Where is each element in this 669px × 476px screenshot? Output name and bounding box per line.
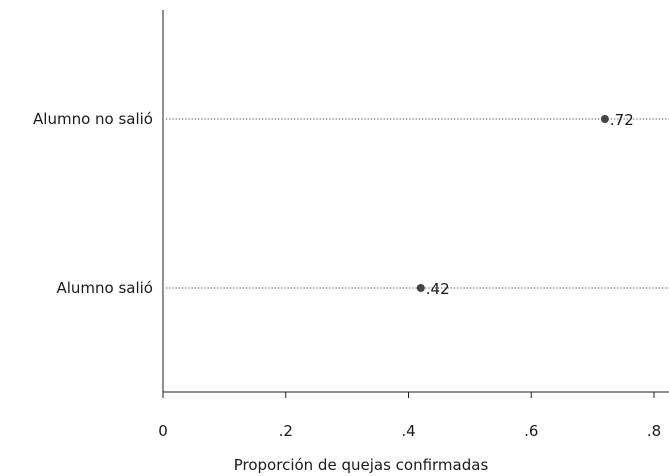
category-label: Alumno salió [56,279,153,297]
x-tick-label: .2 [279,422,293,440]
data-point [416,284,425,292]
x-tick-label: .6 [524,422,538,440]
x-tick-label: 0 [158,422,168,440]
data-label: .42 [426,280,450,298]
category-label: Alumno no salió [33,110,153,128]
plot-area: 0 .2 .4 .6 .8 Alumno no salió .72 Alumno salió.… [33,10,669,440]
x-tick-label: .8 [647,422,661,440]
x-axis-title: Proporción de quejas confirmadas [234,456,489,474]
data-point [600,115,609,123]
data-label: .72 [610,111,634,129]
x-tick-label: .4 [401,422,415,440]
